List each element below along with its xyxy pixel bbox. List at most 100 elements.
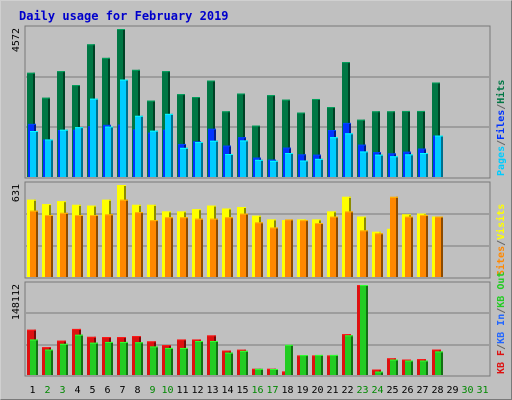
visits-bar-22-highlight — [342, 196, 351, 198]
sites-bar-9-highlight — [150, 220, 158, 222]
kb-out-bar-18-highlight — [285, 344, 293, 346]
pages-bar-9-shade — [156, 130, 158, 177]
kb-f-bar-13-highlight — [207, 335, 216, 337]
x-tick-label-13: 13 — [206, 385, 218, 396]
sites-bar-28-highlight — [435, 216, 443, 218]
hits-bar-18 — [282, 99, 290, 177]
sites-bar-16-highlight — [255, 222, 263, 224]
sites-bar-25 — [390, 196, 398, 277]
pages-bar-20 — [315, 158, 323, 177]
kb-out-bar-25 — [390, 359, 398, 375]
sites-bar-12-shade — [201, 218, 203, 277]
files-bar-16-highlight — [253, 157, 261, 159]
sites-bar-11-highlight — [180, 217, 188, 219]
sites-bar-12 — [195, 218, 203, 277]
hits-bar-22 — [342, 62, 350, 177]
visits-bar-5-highlight — [87, 205, 96, 207]
visits-bar-9-highlight — [147, 204, 156, 206]
kb-out-bar-17 — [270, 368, 278, 375]
kb-f-bar-27-highlight — [417, 359, 426, 361]
x-tick-label-22: 22 — [341, 385, 353, 396]
kb-out-bar-16-highlight — [255, 368, 263, 370]
sites-bar-4 — [75, 215, 83, 277]
panel-3-y-max-label: 148112 — [11, 284, 22, 320]
sites-bar-17-highlight — [270, 227, 278, 229]
hits-bar-6 — [102, 57, 110, 177]
sites-bar-3 — [60, 212, 68, 277]
pages-bar-28-shade — [441, 135, 443, 177]
hits-bar-26-highlight — [402, 110, 410, 112]
kb-out-bar-5-shade — [96, 342, 98, 375]
kb-out-bar-19-shade — [306, 355, 308, 375]
visits-bar-19-highlight — [297, 219, 306, 221]
pages-bar-28-highlight — [435, 135, 443, 137]
pages-bar-6-shade — [111, 126, 113, 177]
x-tick-label-20: 20 — [311, 385, 323, 396]
pages-bar-12 — [195, 142, 203, 177]
kb-out-bar-14 — [225, 352, 233, 375]
legend-entry-1-5: Hits — [495, 80, 507, 104]
kb-f-bar-4-highlight — [72, 328, 81, 330]
pages-bar-12-shade — [201, 142, 203, 177]
kb-out-bar-2-highlight — [45, 349, 53, 351]
files-bar-11-highlight — [178, 143, 186, 145]
hits-bar-27-highlight — [417, 110, 425, 112]
kb-out-bar-3-highlight — [60, 343, 68, 345]
sites-bar-15-highlight — [240, 213, 248, 215]
kb-out-bar-4 — [75, 334, 83, 375]
sites-bar-19-shade — [306, 220, 308, 277]
kb-out-bar-8-shade — [141, 342, 143, 375]
hits-bar-14-shade — [228, 111, 230, 177]
hits-bar-28-shade — [438, 82, 440, 177]
pages-bar-8-highlight — [135, 115, 143, 117]
hits-bar-14 — [222, 111, 230, 177]
kb-out-bar-22-shade — [351, 335, 353, 375]
sites-bar-13-shade — [216, 218, 218, 277]
sites-bar-9-shade — [156, 220, 158, 277]
sites-bar-24 — [375, 233, 383, 277]
kb-out-bar-5-highlight — [90, 342, 98, 344]
pages-bar-15 — [240, 140, 248, 177]
kb-f-bar-10-highlight — [162, 345, 171, 347]
kb-out-bar-10-highlight — [165, 347, 173, 349]
legend-entry-1-2: / — [496, 140, 507, 146]
files-bar-1-highlight — [28, 123, 36, 125]
hits-bar-17 — [267, 95, 275, 177]
kb-out-bar-14-shade — [231, 352, 233, 375]
hits-bar-17-highlight — [267, 95, 275, 97]
pages-bar-11 — [180, 147, 188, 177]
visits-bar-15-highlight — [237, 207, 246, 209]
sites-bar-25-highlight — [390, 196, 398, 198]
kb-f-bar-25-highlight — [387, 358, 396, 360]
kb-f-bar-14-highlight — [222, 350, 231, 352]
hits-bar-7-highlight — [117, 29, 125, 30]
legend-entry-1-4: / — [496, 104, 507, 110]
x-tick-label-15: 15 — [236, 385, 248, 396]
sites-bar-21-highlight — [330, 216, 338, 218]
pages-bar-23-shade — [366, 151, 368, 177]
legend-entry-3-5: KB Out — [496, 272, 507, 308]
kb-out-bar-10 — [165, 347, 173, 375]
hits-bar-13 — [207, 80, 215, 177]
panel-2-legend: Sites/Visits — [495, 204, 507, 276]
pages-bar-25-highlight — [390, 156, 398, 158]
sites-bar-17-shade — [276, 227, 278, 277]
hits-bar-25-shade — [393, 111, 395, 177]
pages-bar-7 — [120, 79, 128, 177]
kb-f-bar-6-highlight — [102, 337, 111, 339]
sites-bar-10-highlight — [165, 217, 173, 219]
pages-bar-25-shade — [396, 156, 398, 177]
sites-bar-27-highlight — [420, 215, 428, 217]
sites-bar-26-shade — [411, 216, 413, 277]
kb-out-bar-15-shade — [246, 350, 248, 375]
kb-out-bar-7 — [120, 341, 128, 375]
kb-out-bar-7-highlight — [120, 341, 128, 343]
files-bar-14-highlight — [223, 145, 231, 147]
hits-bar-15-shade — [243, 93, 245, 177]
pages-bar-22-highlight — [345, 133, 353, 135]
sites-bar-24-shade — [381, 233, 383, 277]
pages-bar-27 — [420, 153, 428, 177]
kb-out-bar-22 — [345, 335, 353, 375]
kb-out-bar-25-shade — [396, 359, 398, 375]
hits-bar-19-highlight — [297, 112, 305, 114]
